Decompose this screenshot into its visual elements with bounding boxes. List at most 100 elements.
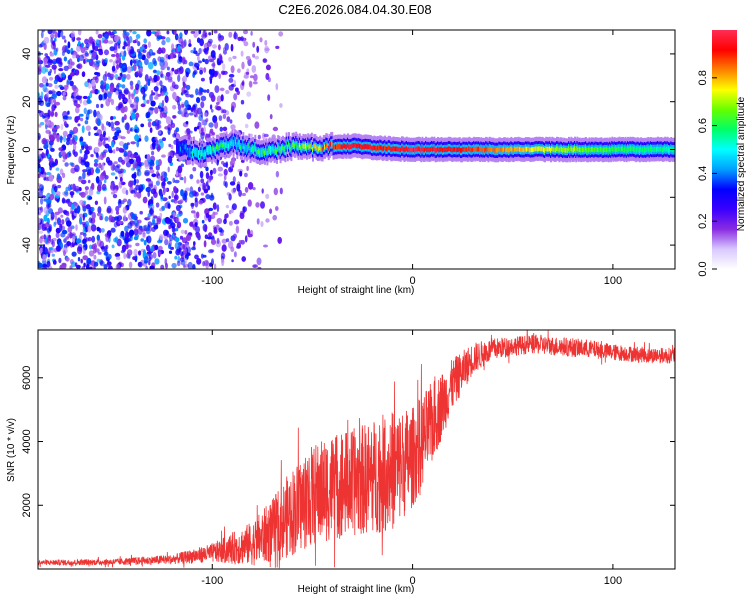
signal-band-cell <box>510 146 513 152</box>
signal-band-cell <box>369 144 372 150</box>
noise-speckle <box>129 49 135 55</box>
signal-band-cell <box>651 147 653 152</box>
y-tick-label: 20 <box>21 96 33 108</box>
noise-speckle <box>109 46 115 52</box>
y-tick-label: -40 <box>21 237 33 253</box>
signal-band-cell <box>578 147 581 152</box>
signal-band-cell <box>638 148 641 153</box>
snr-y-ticks: 2000 4000 6000 <box>21 366 675 518</box>
noise-speckle <box>88 131 91 136</box>
signal-band-cell <box>611 146 614 152</box>
signal-band-cell <box>407 147 409 153</box>
noise-speckle <box>252 41 256 48</box>
noise-speckle <box>167 127 171 135</box>
noise-speckle <box>83 95 88 100</box>
signal-band-cell <box>328 143 331 149</box>
noise-speckle <box>72 149 76 155</box>
noise-speckle <box>264 39 268 46</box>
noise-speckle <box>94 88 99 95</box>
signal-band-cell <box>233 138 236 144</box>
noise-speckle <box>46 102 51 107</box>
noise-speckle <box>104 143 110 149</box>
noise-speckle <box>46 260 51 268</box>
signal-band-cell <box>214 148 217 154</box>
noise-speckle <box>38 66 41 73</box>
noise-speckle <box>108 149 113 154</box>
signal-band-cell <box>300 145 302 151</box>
signal-band-cell <box>242 141 245 147</box>
noise-speckle <box>93 162 98 167</box>
signal-band-cell <box>279 148 282 154</box>
signal-band-cell <box>334 144 337 150</box>
noise-speckle <box>279 187 283 195</box>
signal-band-cell <box>541 146 544 152</box>
noise-speckle <box>115 90 119 96</box>
signal-band-cell <box>487 147 490 153</box>
noise-speckle <box>151 150 155 156</box>
noise-speckle <box>44 227 48 231</box>
signal-band-cell <box>497 147 500 153</box>
signal-band-cell <box>296 143 299 149</box>
noise-speckle <box>110 227 116 233</box>
noise-speckle <box>83 157 87 165</box>
noise-speckle <box>62 209 68 214</box>
signal-band-cell <box>625 147 628 153</box>
signal-band-cell <box>273 148 276 154</box>
signal-band-cell <box>494 148 497 153</box>
signal-band-cell <box>616 147 619 152</box>
noise-speckle <box>62 95 67 101</box>
noise-speckle <box>240 50 244 57</box>
noise-speckle <box>167 76 173 81</box>
noise-speckle <box>126 73 131 80</box>
noise-speckle <box>114 34 120 42</box>
noise-speckle <box>115 146 119 152</box>
noise-speckle <box>61 219 65 225</box>
signal-band-cell <box>206 147 209 153</box>
noise-speckle <box>198 199 204 205</box>
noise-speckle <box>208 32 212 36</box>
noise-speckle <box>56 173 61 180</box>
noise-speckle <box>163 105 168 113</box>
signal-band-cell <box>480 146 483 152</box>
signal-band-cell <box>655 147 658 152</box>
noise-speckle <box>104 49 109 56</box>
noise-speckle <box>83 107 88 115</box>
noise-speckle <box>173 199 178 204</box>
noise-speckle <box>183 89 189 96</box>
signal-band-cell <box>188 150 191 156</box>
noise-speckle <box>253 73 258 82</box>
signal-band-cell <box>237 139 240 145</box>
noise-speckle <box>171 43 175 51</box>
noise-speckle <box>93 247 97 254</box>
noise-speckle <box>122 206 128 214</box>
signal-band-cell <box>211 149 214 155</box>
noise-speckle <box>241 256 246 262</box>
noise-speckle <box>69 162 74 166</box>
noise-speckle <box>243 74 249 79</box>
signal-band-cell <box>352 143 355 148</box>
noise-speckle <box>139 162 144 166</box>
noise-speckle <box>179 235 184 240</box>
noise-speckle <box>87 78 91 83</box>
noise-speckle <box>94 200 98 205</box>
noise-speckle <box>42 84 47 93</box>
noise-speckle <box>146 30 152 37</box>
noise-speckle <box>204 224 208 233</box>
noise-speckle <box>104 57 108 64</box>
signal-band-cell <box>431 146 433 152</box>
noise-speckle <box>170 246 174 250</box>
noise-speckle <box>162 191 166 196</box>
noise-speckle <box>174 237 180 243</box>
noise-speckle <box>115 84 120 92</box>
noise-speckle <box>80 258 83 264</box>
noise-speckle <box>38 57 41 62</box>
signal-band-cell <box>345 144 348 150</box>
signal-band-cell <box>593 147 596 153</box>
noise-speckle <box>184 242 190 250</box>
noise-speckle <box>252 53 256 58</box>
signal-band-cell <box>238 142 241 147</box>
noise-speckle <box>95 103 100 109</box>
noise-speckle <box>133 88 136 96</box>
noise-speckle <box>139 210 143 215</box>
noise-speckle <box>89 266 93 269</box>
